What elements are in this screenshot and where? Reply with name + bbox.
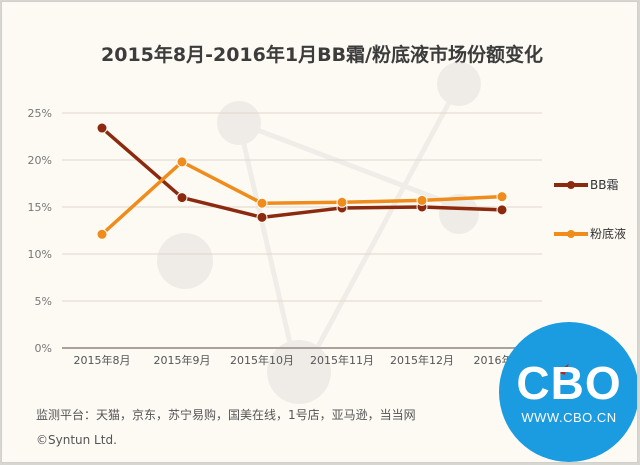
data-point (496, 191, 508, 203)
legend-swatch (554, 180, 588, 190)
x-tick-label: 2015年12月 (390, 353, 454, 367)
legend-item-bb-cream: BB霜 (554, 176, 618, 193)
logo-text: CBO (516, 357, 622, 409)
x-tick-label: 2015年11月 (310, 353, 374, 367)
data-point (336, 196, 348, 208)
y-tick-label: 20% (28, 154, 52, 167)
grid-lines (62, 112, 542, 349)
y-axis-ticks: 0% 5% 10% 15% 20% 25% (28, 107, 52, 355)
data-point (416, 194, 428, 206)
x-tick-label: 2015年10月 (230, 353, 294, 367)
x-tick-label: 2015年8月 (74, 353, 131, 367)
legend-label: 粉底液 (590, 227, 627, 241)
cbo-logo: CBO WWW.CBO.CN (499, 322, 637, 462)
chart-title: 2015年8月-2016年1月BB霜/粉底液市场份额变化 (101, 44, 543, 66)
legend-swatch (554, 229, 588, 239)
y-tick-label: 25% (28, 107, 52, 120)
series-lines (96, 122, 508, 240)
y-tick-label: 15% (28, 201, 52, 214)
data-point (96, 228, 108, 240)
data-point (256, 211, 268, 223)
background-decoration (157, 62, 481, 404)
y-tick-label: 0% (35, 342, 52, 355)
data-point (496, 204, 508, 216)
monitoring-platforms-note: 监测平台：天猫，京东，苏宁易购，国美在线，1号店，亚马逊，当当网 (36, 408, 416, 422)
legend-item-foundation: 粉底液 (554, 225, 626, 242)
legend-label: BB霜 (590, 178, 619, 192)
data-point (96, 122, 108, 134)
x-tick-label: 2015年9月 (154, 353, 211, 367)
copyright-text: ©Syntun Ltd. (36, 433, 117, 447)
data-point (176, 156, 188, 168)
series-line (100, 126, 503, 220)
series-粉底液 (96, 156, 508, 240)
data-point (256, 197, 268, 209)
y-tick-label: 5% (35, 295, 52, 308)
data-point (176, 192, 188, 204)
logo-url: WWW.CBO.CN (521, 410, 617, 425)
y-tick-label: 10% (28, 248, 52, 261)
series-line (100, 160, 503, 236)
